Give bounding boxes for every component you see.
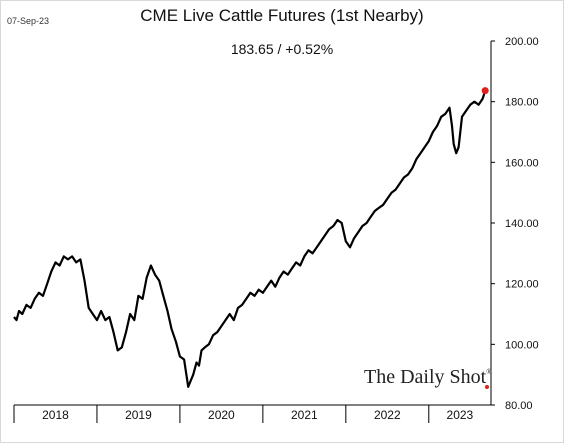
chart-axes	[14, 41, 492, 406]
chart-subtitle: 183.65 / +0.52%	[230, 41, 334, 57]
series-line	[13, 90, 487, 388]
y-tick-label: 140.00	[505, 218, 539, 230]
brand-registered-mark: ®	[486, 368, 492, 376]
brand-logo: The Daily Shot®	[364, 366, 492, 389]
y-tick-label: 180.00	[505, 97, 539, 109]
x-category-label: 2020	[208, 408, 235, 422]
y-axis-ticks: 80.00 100.00 120.00 140.00 160.00 180.00 200.0…	[491, 36, 539, 412]
x-category-label: 2023	[447, 408, 474, 422]
y-tick-label: 80.00	[505, 400, 533, 412]
x-axis-categories: 2018 2019 2020 2021 2022 2023	[13, 405, 474, 423]
y-tick-label: 160.00	[505, 157, 539, 169]
x-category-label: 2021	[291, 408, 318, 422]
brand-dot	[485, 385, 489, 389]
x-category-label: 2019	[125, 408, 152, 422]
brand-name: The Daily Shot	[364, 366, 487, 388]
chart-date: 07-Sep-23	[7, 16, 50, 26]
y-tick-label: 120.00	[505, 279, 539, 291]
last-value-marker	[481, 87, 489, 95]
y-tick-label: 200.00	[505, 36, 539, 48]
x-category-label: 2022	[374, 408, 401, 422]
y-tick-label: 100.00	[505, 339, 539, 351]
series-group	[13, 87, 489, 389]
x-category-label: 2018	[42, 408, 69, 422]
chart-title: CME Live Cattle Futures (1st Nearby)	[140, 6, 424, 25]
